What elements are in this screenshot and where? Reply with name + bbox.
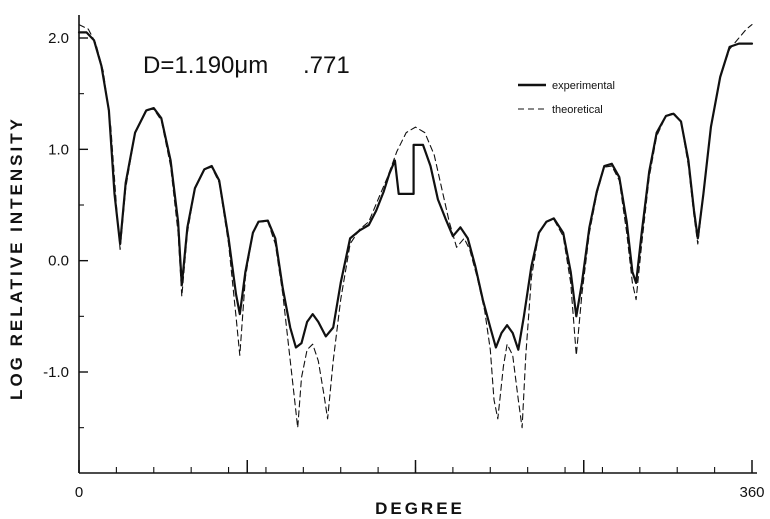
y-tick-label: -1.0 — [43, 364, 69, 381]
series-line-experimental — [77, 31, 754, 351]
y-tick-label: 0.0 — [48, 253, 69, 270]
legend-label-experimental: experimental — [552, 80, 615, 92]
y-tick-label: 1.0 — [48, 141, 69, 158]
series-line-theoretical — [78, 24, 753, 429]
y-tick-label: 2.0 — [48, 30, 69, 47]
plot-area — [77, 24, 754, 429]
x-axis-title: DEGREE — [375, 499, 465, 518]
x-tick-label: 360 — [739, 484, 764, 501]
value-annotation: .771 — [303, 52, 350, 79]
y-axis-title: LOG RELATIVE INTENSITY — [7, 116, 26, 400]
x-tick-label: 0 — [75, 484, 83, 501]
axes: 2.0 1.0 0.0 -1.0 0 360 — [43, 15, 765, 501]
legend: experimental theoretical — [518, 80, 615, 116]
legend-label-theoretical: theoretical — [552, 104, 603, 116]
diameter-annotation: D=1.190μm — [143, 52, 268, 79]
